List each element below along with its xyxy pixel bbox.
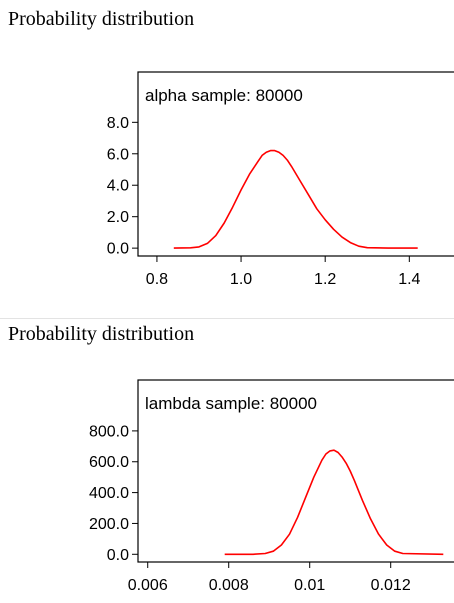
y-tick-label: 8.0 [107,115,129,132]
y-tick-label: 0.0 [107,241,129,258]
y-tick-label: 400.0 [89,485,129,502]
density-line [224,449,444,556]
y-tick-label: 200.0 [89,516,129,533]
panel-divider [0,318,454,319]
plot-frame [137,71,454,257]
panel-heading-2: Probability distribution [8,323,195,345]
y-tick-label: 800.0 [89,423,129,440]
x-tick-label: 1.2 [314,271,336,288]
chart-title: alpha sample: 80000 [145,86,303,105]
density-line [173,149,418,249]
alpha-chart: alpha sample: 80000 0.0 2.0 4.0 6.0 8.0 0.8 1.0… [107,71,454,288]
y-tick-label: 4.0 [107,178,129,195]
x-tick-label: 1.4 [398,271,420,288]
y-tick-label: 600.0 [89,454,129,471]
x-tick-label: 0.8 [146,271,168,288]
panel-heading-1: Probability distribution [8,8,195,30]
x-tick-label: 1.0 [230,271,252,288]
y-tick-label: 2.0 [107,209,129,226]
x-tick-label: 0.006 [128,577,168,594]
x-tick-label: 0.01 [294,577,325,594]
lambda-chart: lambda sample: 80000 0.0 200.0 400.0 600.0 80… [89,379,454,594]
x-tick-label: 0.012 [371,577,411,594]
plot-frame [137,379,454,563]
y-tick-label: 0.0 [107,547,129,564]
y-tick-label: 6.0 [107,146,129,163]
x-tick-label: 0.008 [209,577,249,594]
chart-title: lambda sample: 80000 [145,394,317,413]
